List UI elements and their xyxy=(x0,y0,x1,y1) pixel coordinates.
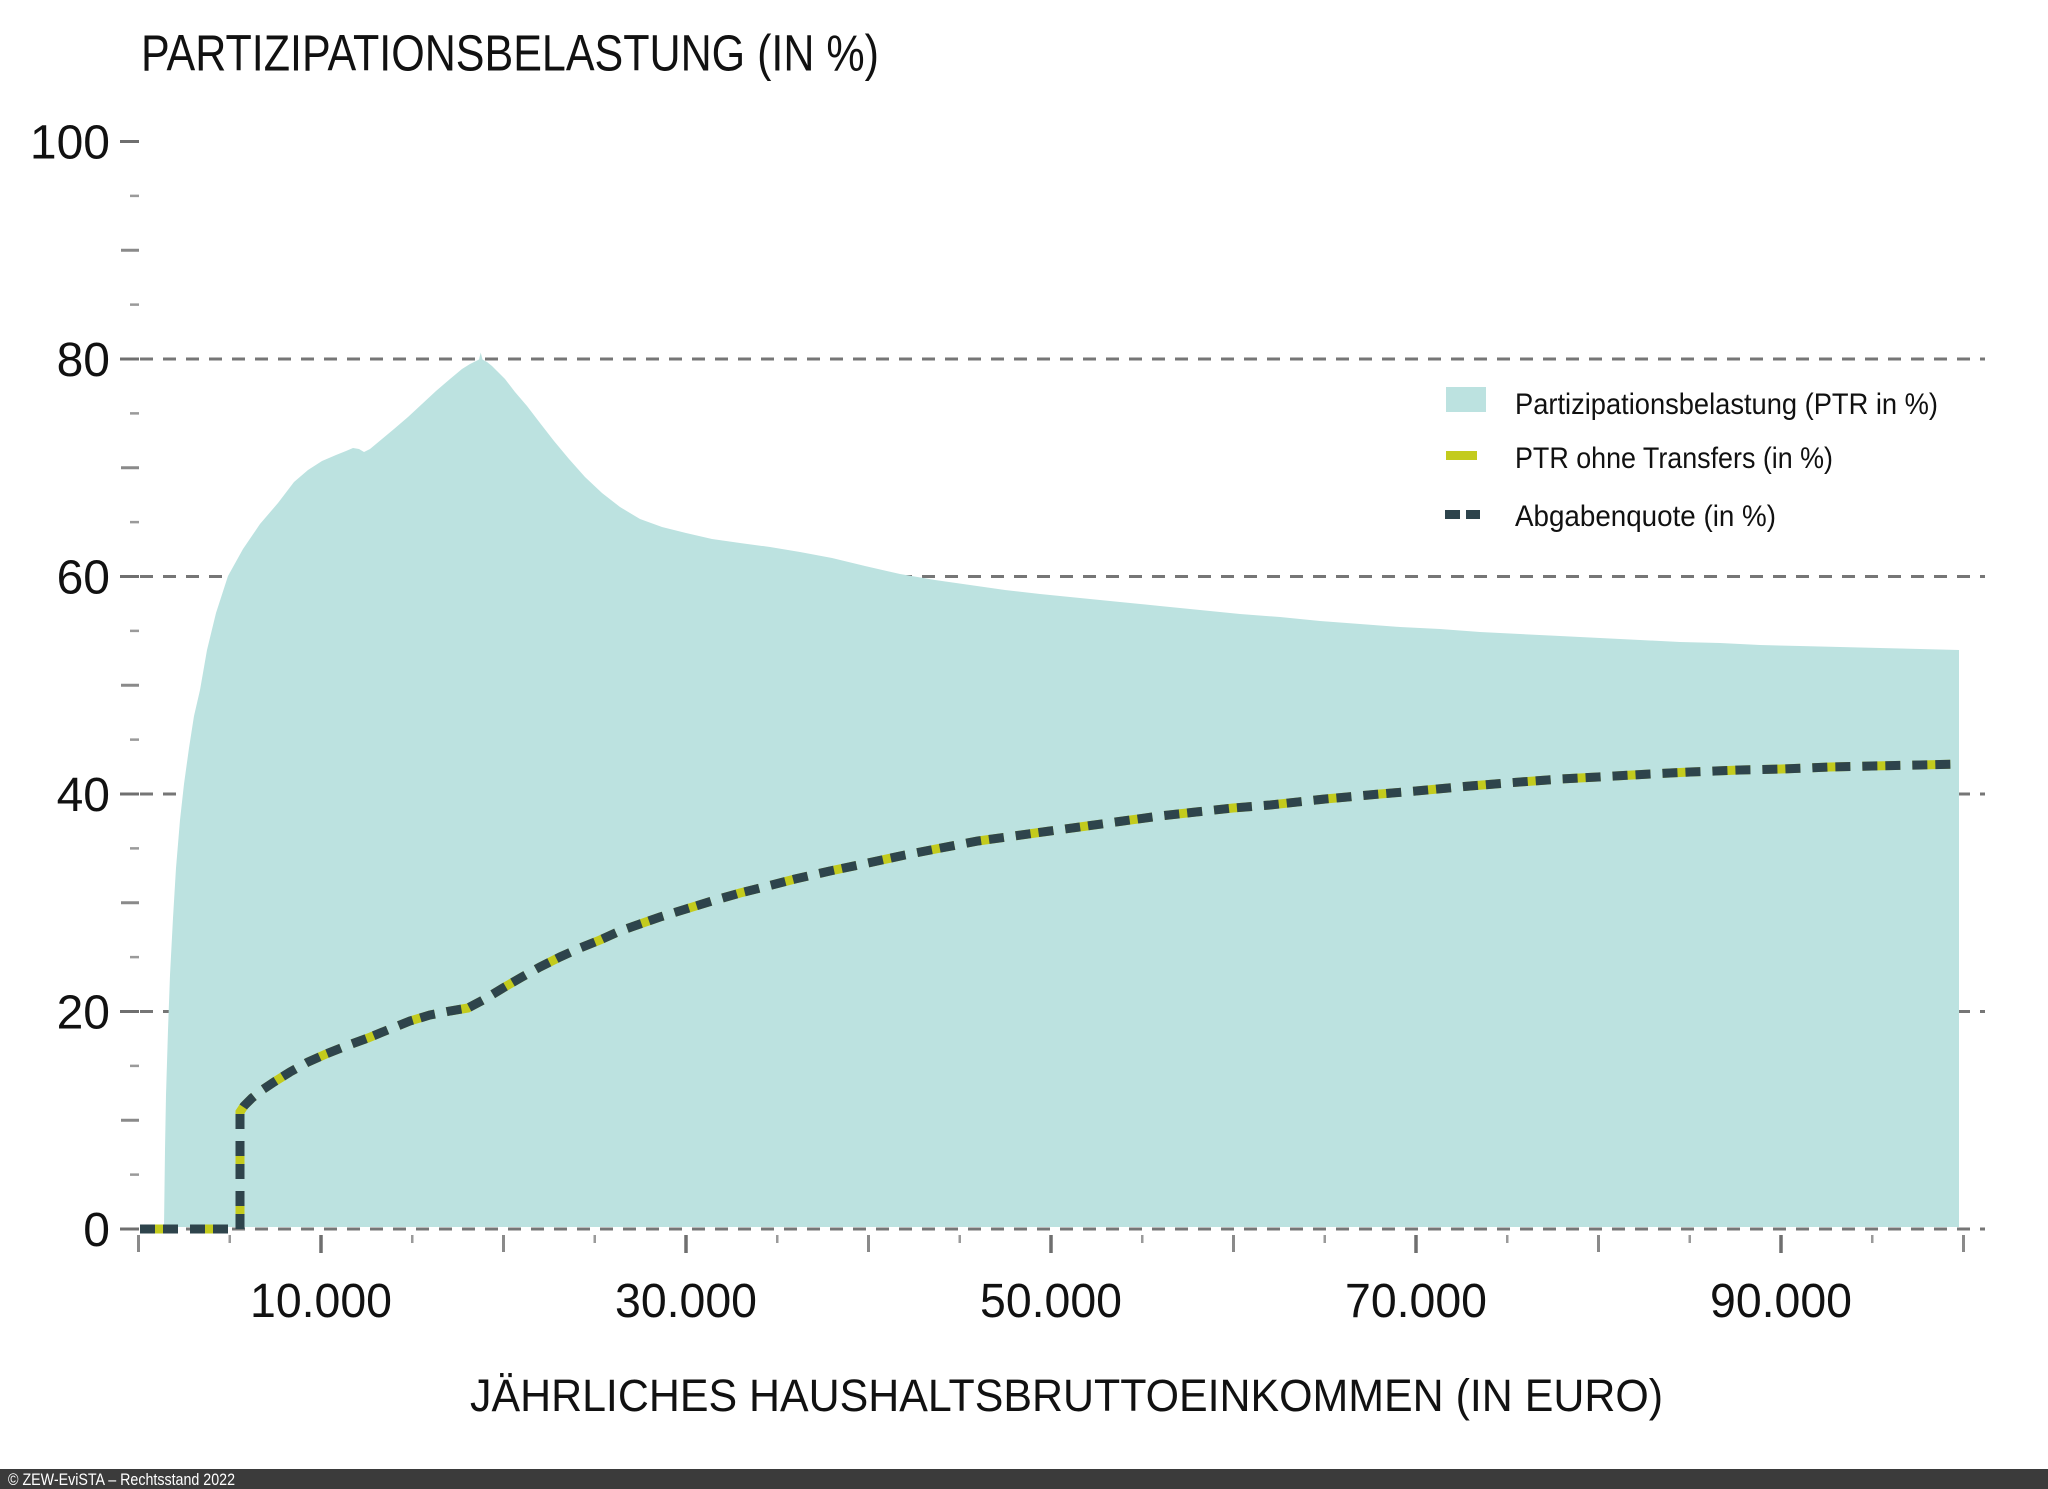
svg-text:40: 40 xyxy=(57,769,110,822)
svg-text:60: 60 xyxy=(57,552,110,605)
svg-text:0: 0 xyxy=(83,1204,110,1257)
svg-text:70.000: 70.000 xyxy=(1345,1275,1487,1328)
svg-text:© ZEW-EviSTA – Rechtsstand 202: © ZEW-EviSTA – Rechtsstand 2022 xyxy=(8,1470,235,1489)
svg-text:20: 20 xyxy=(57,987,110,1040)
svg-text:100: 100 xyxy=(30,117,110,170)
svg-text:10.000: 10.000 xyxy=(250,1275,392,1328)
svg-text:Partizipationsbelastung (PTR i: Partizipationsbelastung (PTR in %) xyxy=(1515,388,1938,421)
svg-text:90.000: 90.000 xyxy=(1710,1275,1852,1328)
svg-text:30.000: 30.000 xyxy=(615,1275,757,1328)
svg-text:50.000: 50.000 xyxy=(980,1275,1122,1328)
svg-text:JÄHRLICHES HAUSHALTSBRUTTOEINK: JÄHRLICHES HAUSHALTSBRUTTOEINKOMMEN (IN … xyxy=(470,1370,1663,1421)
svg-text:PTR ohne Transfers (in %): PTR ohne Transfers (in %) xyxy=(1515,442,1833,475)
svg-text:80: 80 xyxy=(57,334,110,387)
svg-text:PARTIZIPATIONSBELASTUNG (IN %): PARTIZIPATIONSBELASTUNG (IN %) xyxy=(141,25,879,82)
svg-text:Abgabenquote (in %): Abgabenquote (in %) xyxy=(1515,500,1776,533)
